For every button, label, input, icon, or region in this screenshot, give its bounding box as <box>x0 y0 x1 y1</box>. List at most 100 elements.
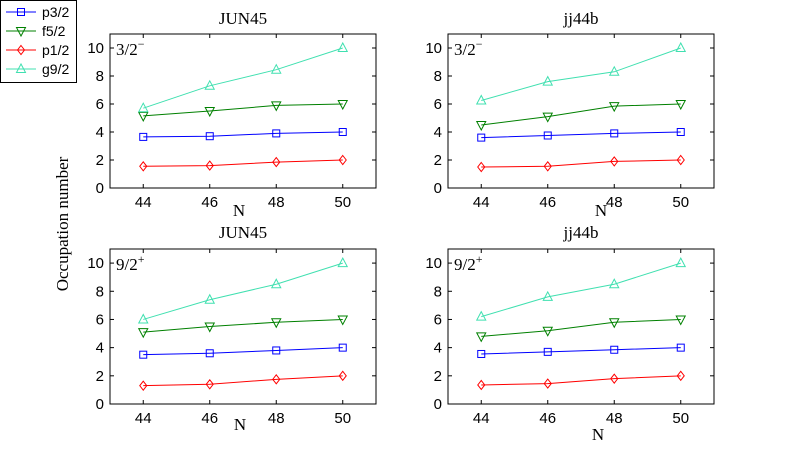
data-point <box>139 132 148 141</box>
y-tick-label: 6 <box>434 96 442 113</box>
data-point <box>475 121 487 132</box>
data-point <box>270 278 282 289</box>
data-point <box>205 378 214 390</box>
data-point <box>205 132 214 141</box>
data-point <box>676 128 685 136</box>
data-point <box>139 160 148 172</box>
series-line <box>481 318 681 337</box>
data-point <box>337 257 349 268</box>
data-point <box>542 326 554 337</box>
data-point <box>675 257 687 268</box>
y-tick-label: 4 <box>434 340 442 357</box>
data-point <box>272 129 281 138</box>
data-point <box>475 332 487 343</box>
series-p1-2 <box>477 370 685 391</box>
series-f5-2 <box>137 100 349 122</box>
data-point <box>475 94 487 105</box>
y-tick-label: 8 <box>434 283 442 300</box>
series-line <box>481 262 681 318</box>
data-point <box>137 102 149 113</box>
data-point <box>338 128 347 136</box>
data-point <box>542 112 554 123</box>
data-point <box>676 154 685 166</box>
data-point <box>477 349 486 358</box>
x-tick-label: 44 <box>135 194 152 211</box>
series-line <box>143 103 343 117</box>
y-tick-label: 10 <box>425 40 442 57</box>
series-f5-2 <box>475 315 687 343</box>
data-point <box>137 111 149 122</box>
data-point <box>608 102 620 113</box>
data-point <box>676 343 685 352</box>
legend-entry: p1/2 <box>6 42 69 58</box>
data-point <box>272 374 281 385</box>
data-point <box>270 101 282 112</box>
series-line <box>481 375 681 386</box>
data-point <box>675 315 687 326</box>
x-tick-label: 44 <box>473 194 490 211</box>
series-p1-2 <box>139 154 347 172</box>
series-g9-2 <box>475 41 687 105</box>
legend-label: f5/2 <box>42 23 66 39</box>
series-p3-2 <box>477 128 685 142</box>
x-tick-label: 50 <box>672 194 689 211</box>
data-point <box>337 100 349 111</box>
series-g9-2 <box>137 41 349 113</box>
series-p1-2 <box>139 370 347 391</box>
data-point <box>608 278 620 289</box>
y-tick-label: 8 <box>96 283 104 300</box>
x-tick-label: 50 <box>672 410 689 427</box>
data-point <box>272 156 281 168</box>
x-tick-label: 44 <box>473 410 490 427</box>
x-tick-label: 50 <box>334 194 351 211</box>
x-axis-label: N <box>233 201 245 220</box>
series-line <box>481 347 681 355</box>
state-annotation: 3/2− <box>454 37 483 59</box>
data-point <box>137 328 149 339</box>
legend-entry: f5/2 <box>6 23 66 39</box>
data-point <box>543 160 552 172</box>
series-p1-2 <box>477 154 685 173</box>
data-point <box>139 380 148 391</box>
axes-box <box>109 248 377 405</box>
series-line <box>143 262 343 320</box>
state-annotation: 9/2+ <box>116 252 145 274</box>
data-point <box>610 345 619 354</box>
data-point <box>139 350 148 359</box>
y-tick-label: 2 <box>434 368 442 385</box>
x-tick-label: 50 <box>334 410 351 427</box>
y-axis-label: Occupation number <box>53 156 72 291</box>
data-point <box>338 370 347 382</box>
x-tick-label: 46 <box>201 410 218 427</box>
legend-label: p3/2 <box>42 4 69 20</box>
series-line <box>143 47 343 109</box>
y-tick-label: 6 <box>96 311 104 328</box>
data-point <box>542 290 554 301</box>
data-point <box>272 346 281 355</box>
series-p3-2 <box>139 128 347 141</box>
state-annotation: 3/2− <box>116 37 145 59</box>
data-point <box>205 349 214 358</box>
series-g9-2 <box>137 257 349 324</box>
state-annotation: 9/2+ <box>454 252 483 274</box>
y-tick-label: 8 <box>434 68 442 85</box>
y-tick-label: 4 <box>434 124 442 141</box>
data-point <box>608 318 620 329</box>
data-point <box>337 41 349 52</box>
data-point <box>676 370 685 382</box>
data-point <box>675 100 687 111</box>
data-point <box>610 373 619 384</box>
y-tick-label: 0 <box>434 180 442 197</box>
y-tick-label: 10 <box>87 40 104 57</box>
series-line <box>143 131 343 138</box>
data-point <box>543 131 552 140</box>
y-tick-label: 6 <box>434 311 442 328</box>
y-tick-label: 10 <box>87 255 104 272</box>
series-line <box>143 375 343 387</box>
data-point <box>610 156 619 167</box>
data-point <box>204 293 216 304</box>
series-p3-2 <box>477 343 685 358</box>
